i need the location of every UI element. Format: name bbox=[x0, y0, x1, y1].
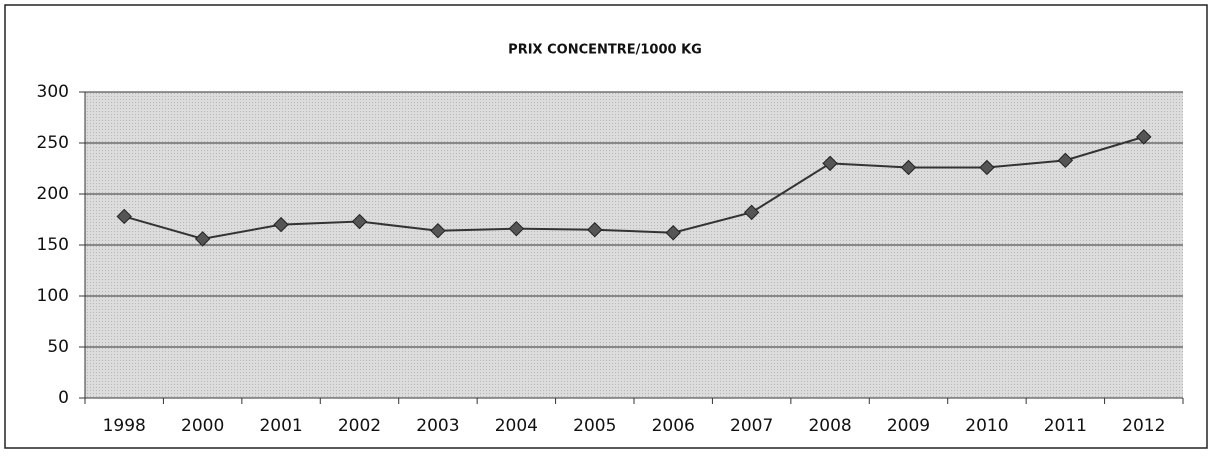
marker bbox=[979, 159, 995, 176]
y-tick-label: 100 bbox=[37, 286, 69, 306]
marker bbox=[1136, 129, 1152, 145]
x-tick-label: 1998 bbox=[103, 416, 146, 436]
x-tick-label: 2002 bbox=[338, 416, 381, 436]
y-tick-label: 50 bbox=[47, 337, 69, 357]
chart-title: PRIX CONCENTRE/1000 KG bbox=[508, 43, 702, 58]
marker bbox=[587, 221, 603, 238]
x-tick-label: 2012 bbox=[1122, 416, 1165, 436]
line bbox=[123, 135, 1145, 240]
marker bbox=[194, 231, 211, 247]
marker bbox=[900, 159, 917, 176]
y-tick-label: 0 bbox=[58, 388, 69, 408]
marker bbox=[351, 213, 368, 230]
marker bbox=[822, 155, 838, 172]
marker bbox=[508, 220, 525, 237]
x-tick-label: 2005 bbox=[573, 416, 616, 436]
x-tick-label: 2009 bbox=[887, 416, 930, 436]
marker bbox=[273, 216, 289, 233]
y-tick-label: 150 bbox=[37, 235, 69, 255]
marker bbox=[1057, 152, 1074, 169]
x-tick-label: 2010 bbox=[965, 416, 1008, 436]
y-tick-label: 250 bbox=[37, 133, 69, 153]
marker bbox=[743, 204, 760, 221]
x-tick-label: 2006 bbox=[652, 416, 695, 436]
x-tick-label: 2011 bbox=[1044, 416, 1087, 436]
marker bbox=[665, 225, 681, 241]
x-tick-label: 2007 bbox=[730, 416, 773, 436]
x-tick-label: 2000 bbox=[181, 416, 224, 436]
x-tick-label: 2003 bbox=[416, 416, 459, 436]
x-tick-label: 2008 bbox=[808, 416, 851, 436]
x-tick-label: 2004 bbox=[495, 416, 538, 436]
marker bbox=[116, 208, 132, 225]
y-tick-label: 200 bbox=[37, 184, 69, 204]
x-tick-label: 2001 bbox=[259, 416, 302, 436]
y-tick-label: 300 bbox=[37, 82, 69, 102]
marker bbox=[430, 223, 446, 239]
